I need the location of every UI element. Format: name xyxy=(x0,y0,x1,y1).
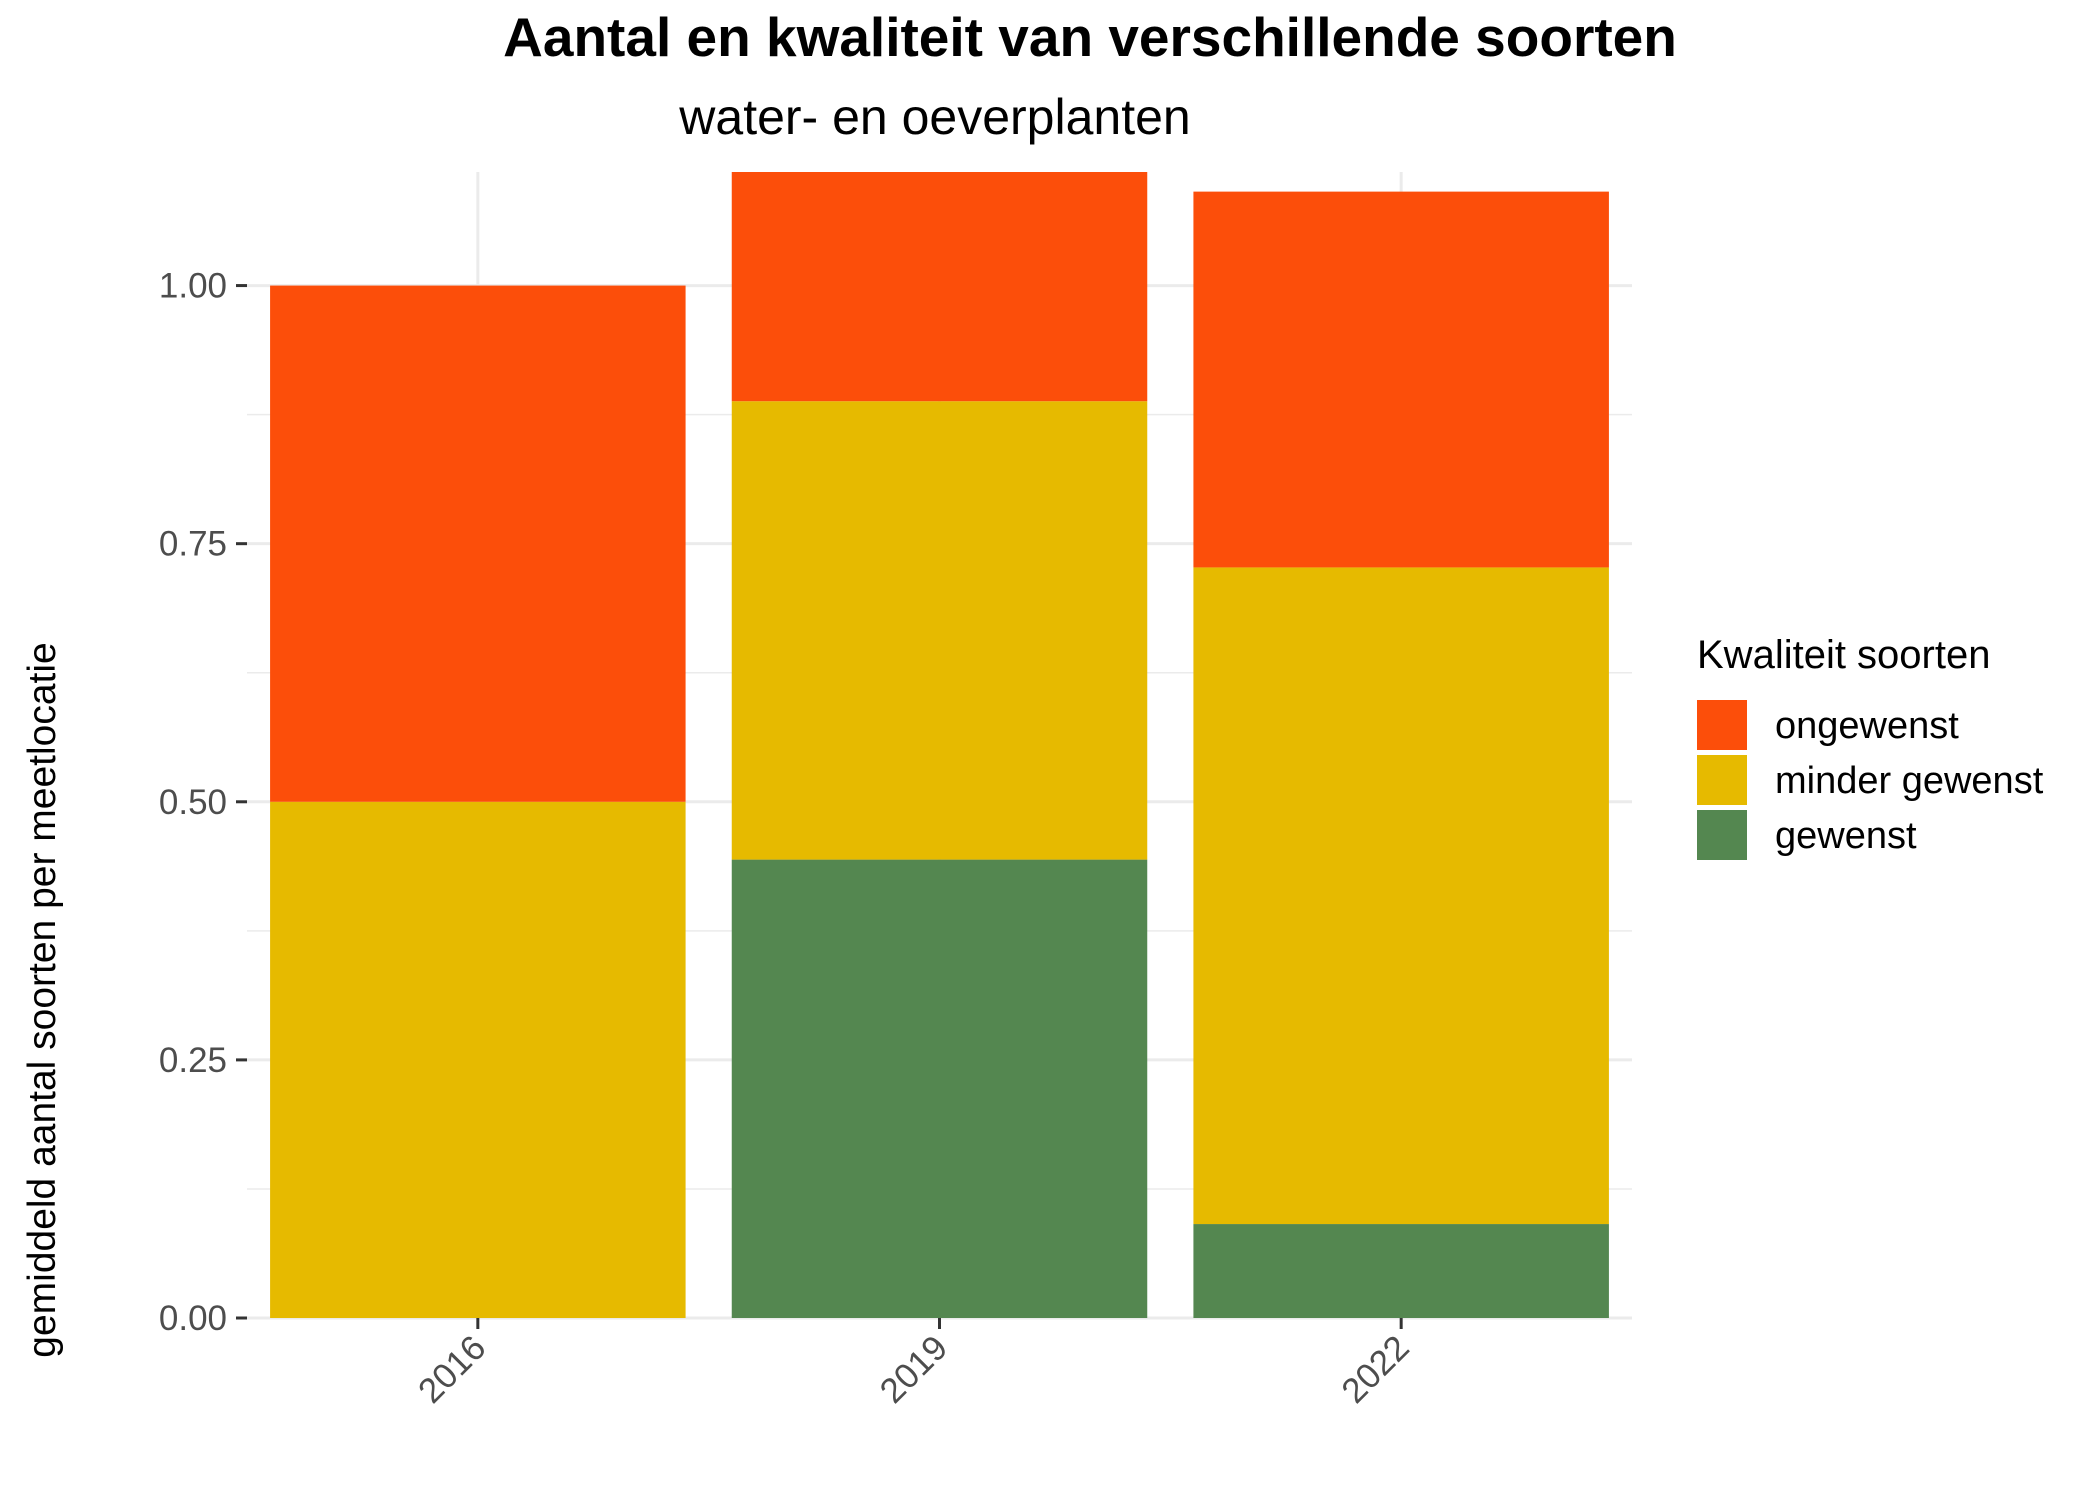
x-tick-label: 2022 xyxy=(1334,1328,1417,1411)
chart-title: Aantal en kwaliteit van verschillende so… xyxy=(503,6,1677,68)
y-tick-label: 0.25 xyxy=(159,1041,227,1080)
chart-subtitle: water- en oeverplanten xyxy=(678,89,1190,145)
legend-key-ongewenst xyxy=(1697,700,1747,750)
y-axis-title: gemiddeld aantal soorten per meetlocatie xyxy=(21,642,64,1357)
legend-label-minder-gewenst: minder gewenst xyxy=(1775,760,2044,802)
legend-label-gewenst: gewenst xyxy=(1775,815,1917,857)
y-tick-label: 0.50 xyxy=(159,783,227,822)
bar-segment-gewenst-2019 xyxy=(731,859,1148,1318)
legend-key-gewenst xyxy=(1697,810,1747,860)
y-tick-label: 0.00 xyxy=(159,1299,227,1338)
bar-segment-ongewenst-2016 xyxy=(270,285,686,802)
bars xyxy=(270,172,1609,1318)
bar-segment-ongewenst-2019 xyxy=(731,172,1148,402)
bar-segment-minder-gewenst-2022 xyxy=(1193,567,1609,1225)
x-tick-label: 2019 xyxy=(873,1328,956,1411)
legend-label-ongewenst: ongewenst xyxy=(1775,705,1959,747)
legend-title: Kwaliteit soorten xyxy=(1697,633,1990,677)
bar-segment-minder-gewenst-2016 xyxy=(270,801,686,1318)
legend: Kwaliteit soorten ongewenst minder gewens… xyxy=(1697,633,2044,860)
bar-segment-ongewenst-2022 xyxy=(1193,191,1609,568)
axis-ticks: 0.00 0.25 0.50 0.75 1.00 2016 2019 2022 xyxy=(159,267,1417,1411)
bar-segment-minder-gewenst-2019 xyxy=(731,401,1148,860)
bar-segment-gewenst-2022 xyxy=(1193,1224,1609,1318)
y-tick-label: 1.00 xyxy=(159,267,227,306)
x-tick-label: 2016 xyxy=(411,1328,494,1411)
legend-key-minder-gewenst xyxy=(1697,755,1747,805)
y-tick-label: 0.75 xyxy=(159,525,227,564)
